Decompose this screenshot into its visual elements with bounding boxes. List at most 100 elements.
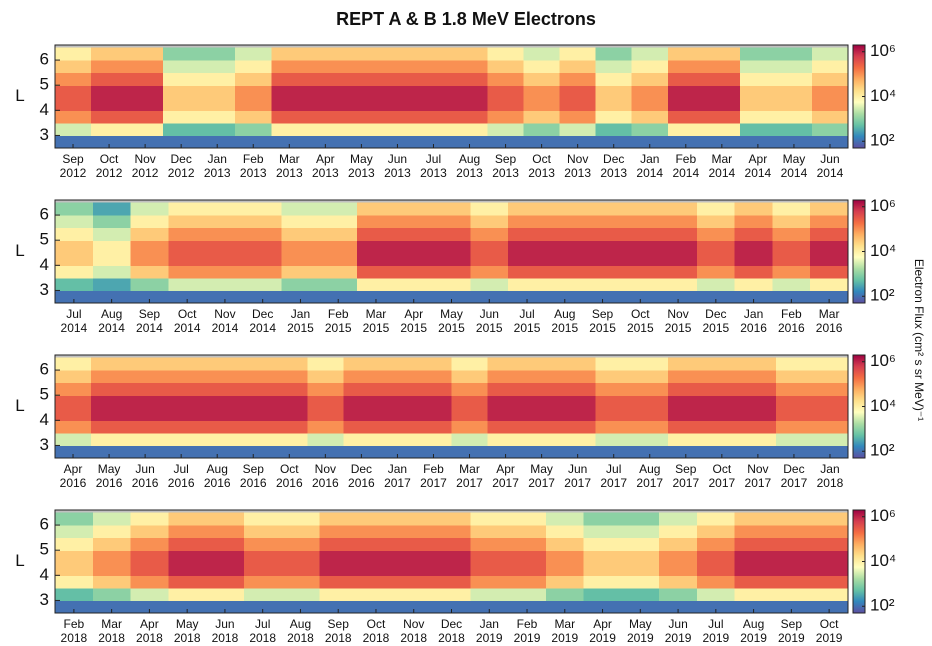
x-tick-label: Oct [280,462,299,476]
heatmap-cell [432,265,471,279]
heatmap-cell [206,562,245,576]
x-tick-label: Feb [517,617,538,631]
plot-frame [54,354,849,459]
heatmap-cell [271,97,308,111]
x-tick-label: 2015 [438,321,465,335]
heatmap-cell [199,357,236,371]
heatmap-cell [703,47,741,61]
heatmap-cell [659,537,698,551]
heatmap-cell [739,60,777,74]
x-tick-label: 2016 [132,476,159,490]
heatmap-cell [775,445,813,459]
heatmap-cell [772,252,811,266]
heatmap-cell [127,97,164,111]
heatmap-cell [281,600,320,614]
heatmap-cell [281,562,320,576]
x-tick-label: Jun [820,152,839,166]
x-tick-label: Jul [173,462,188,476]
heatmap-cell [127,432,164,447]
heatmap-cell [451,60,489,74]
heatmap-cell [168,290,207,304]
heatmap-cell [307,97,344,111]
y-tick-label: 4 [40,255,49,274]
x-tick-label: 2015 [627,321,654,335]
x-tick-label: Mar [459,462,480,476]
heatmap-cell [545,252,585,266]
heatmap-cell [130,537,169,551]
heatmap-cell [811,47,849,61]
heatmap-cell [811,407,849,421]
heatmap-cell [739,395,777,409]
heatmap-cell [451,85,489,99]
heatmap-cell [772,550,811,564]
heatmap-cell [127,357,164,371]
heatmap-cell [281,587,320,602]
heatmap-cell [394,277,434,292]
x-tick-label: Jun [480,307,499,321]
x-tick-label: 2015 [665,321,692,335]
heatmap-cell [235,85,272,99]
heatmap-cell [523,407,561,421]
heatmap-cell [734,290,774,304]
x-tick-label: 2013 [456,166,483,180]
x-tick-label: 2017 [384,476,411,490]
heatmap-cell [772,525,811,539]
heatmap-cell [810,512,849,526]
heatmap-cell [703,370,741,384]
heatmap-cell [523,72,561,86]
heatmap-cell [451,407,489,421]
heatmap-cell [130,562,169,576]
heatmap-cell [775,382,813,396]
x-tick-label: 2014 [745,166,772,180]
heatmap-cell [621,215,660,229]
heatmap-cell [343,135,381,149]
heatmap-cell [281,575,320,589]
heatmap-cell [487,445,525,459]
heatmap-cell [772,290,811,304]
heatmap-cell [281,265,320,279]
heatmap-cell [206,290,245,304]
heatmap-cell [307,72,344,86]
heatmap-cell [703,357,741,371]
heatmap-cell [631,72,669,86]
heatmap-cell [130,600,169,614]
x-tick-label: Jul [426,152,441,166]
heatmap-cell [470,562,509,576]
x-tick-label: Sep [328,617,350,631]
heatmap-cell [451,382,489,396]
heatmap-cell [307,47,344,61]
heatmap-cell [243,265,283,279]
heatmap-cell [523,420,561,434]
heatmap-cell [91,395,128,409]
heatmap-cell [319,252,358,266]
heatmap-cell [307,122,344,137]
heatmap-cell [432,240,471,254]
heatmap-cell [394,587,434,602]
heatmap-cell [595,135,633,149]
heatmap-cell [734,215,774,229]
heatmap-cell [508,562,547,576]
heatmap-cell [199,135,236,149]
x-tick-label: May [350,152,373,166]
heatmap-cell [631,445,669,459]
heatmap-cell [432,202,471,216]
heatmap-cell [394,550,434,564]
heatmap-cell [631,60,669,74]
heatmap-cell [811,370,849,384]
heatmap-cell [739,97,777,111]
heatmap-cell [319,290,358,304]
x-tick-label: 2015 [363,321,390,335]
heatmap-cell [659,562,698,576]
x-tick-label: 2015 [514,321,541,335]
heatmap-cell [271,420,308,434]
heatmap-cell [621,587,660,602]
heatmap-cell [451,432,489,447]
heatmap-cell [394,600,434,614]
y-tick-label: 6 [40,205,49,224]
heatmap-cell [810,240,849,254]
heatmap-cell [130,227,169,241]
y-tick-label: 4 [40,100,49,119]
x-tick-label: May [98,462,121,476]
heatmap-cell [163,420,200,434]
heatmap-cell [55,265,94,279]
